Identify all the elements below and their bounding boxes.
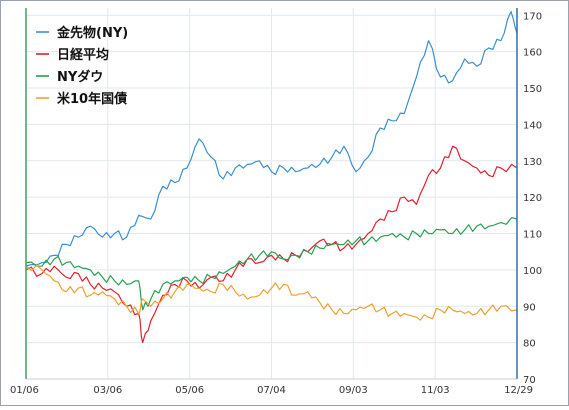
y-tick-label: 70 [523, 375, 536, 386]
series-layer [25, 11, 518, 344]
x-tick-label: 12/29 [504, 385, 533, 396]
series-line-3 [25, 217, 518, 311]
y-tick-label: 120 [523, 193, 542, 204]
axes [25, 8, 518, 380]
x-tick-label: 11/03 [421, 385, 450, 396]
x-tick-label: 09/03 [339, 385, 368, 396]
x-tick-label: 05/06 [175, 385, 204, 396]
x-axis-ticks: 01/06 03/06 05/06 07/04 09/03 11/03 12/29 [10, 385, 533, 396]
y-axis-ticks: 70 80 90 100 110 120 130 140 150 160 170 [523, 11, 542, 386]
legend-label: NYダウ [57, 69, 103, 85]
y-tick-label: 90 [523, 302, 536, 313]
series-line-2 [25, 145, 518, 344]
legend-label: 日経平均 [57, 47, 109, 63]
y-tick-label: 150 [523, 84, 542, 95]
y-tick-label: 80 [523, 339, 536, 350]
legend-label: 金先物(NY) [56, 25, 128, 41]
y-tick-label: 130 [523, 157, 542, 168]
series-line-4 [25, 264, 518, 321]
grid [25, 8, 518, 379]
y-tick-label: 110 [523, 230, 542, 241]
legend-label: 米10年国債 [57, 91, 127, 107]
x-tick-label: 07/04 [257, 385, 286, 396]
y-tick-label: 160 [523, 48, 542, 59]
x-tick-label: 03/06 [93, 385, 122, 396]
series-line-1 [25, 11, 518, 267]
x-tick-label: 01/06 [10, 385, 39, 396]
y-tick-label: 170 [523, 11, 542, 22]
y-tick-label: 140 [523, 120, 542, 131]
y-tick-label: 100 [523, 266, 542, 277]
